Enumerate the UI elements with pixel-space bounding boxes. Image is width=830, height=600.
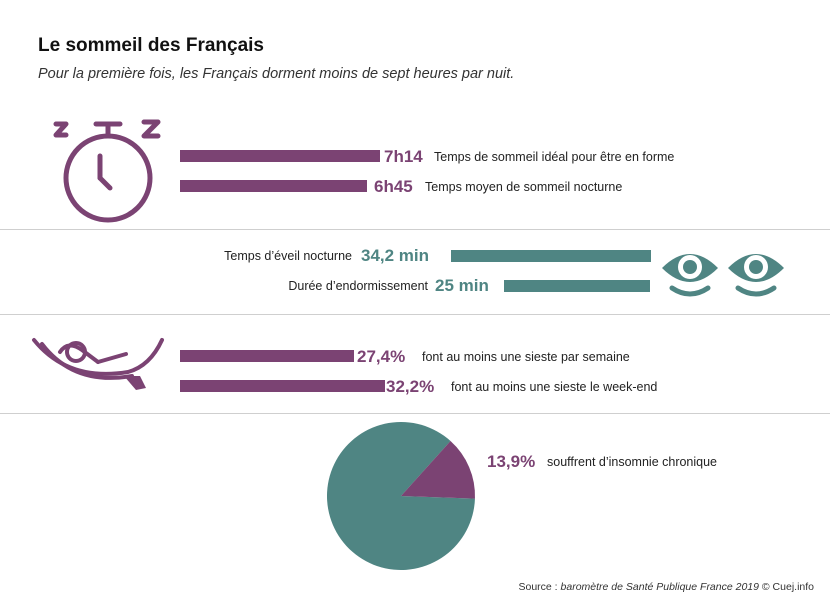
label-average-sleep: Temps moyen de sommeil nocturne [425,180,623,194]
hammock-icon [32,338,164,390]
pie-slice-insomnia [401,441,475,499]
bar-nap-weekend [180,380,385,392]
bar-average-sleep [180,180,367,192]
divider-2 [0,314,830,315]
bar-ideal-sleep [180,150,380,162]
label-fall-asleep: Durée d’endormissement [288,279,428,293]
label-ideal-sleep: Temps de sommeil idéal pour être en form… [434,150,675,164]
value-ideal-sleep: 7h14 [384,147,423,166]
value-nap-week: 27,4% [357,347,406,366]
value-average-sleep: 6h45 [374,177,413,196]
stopwatch-zzz-icon [53,119,161,223]
value-fall-asleep: 25 min [435,276,489,295]
bar-nap-week [180,350,354,362]
eye-icon [662,254,718,297]
bar-night-waking [451,250,651,262]
insomnia-pie-chart [326,421,475,570]
label-nap-weekend: font au moins une sieste le week-end [451,380,658,394]
label-night-waking: Temps d’éveil nocturne [224,249,352,263]
label-insomnia: souffrent d’insomnie chronique [547,455,718,469]
value-night-waking: 34,2 min [361,246,430,265]
source-prefix: Source : [518,581,561,593]
divider-1 [0,229,830,230]
pie-slice-rest [326,421,475,570]
eye-icon [728,254,784,297]
divider-3 [0,413,830,414]
bar-fall-asleep [504,280,650,292]
label-nap-week: font au moins une sieste par semaine [422,350,630,364]
value-nap-weekend: 32,2% [386,377,435,396]
source-suffix: © Cuej.info [758,581,814,593]
page-title: Le sommeil des Français [38,35,264,56]
page-subtitle: Pour la première fois, les Français dorm… [38,66,515,82]
source-italic: baromètre de Santé Publique France 2019 [560,581,759,593]
source-note: Source : baromètre de Santé Publique Fra… [518,581,814,593]
value-insomnia: 13,9% [487,452,536,471]
